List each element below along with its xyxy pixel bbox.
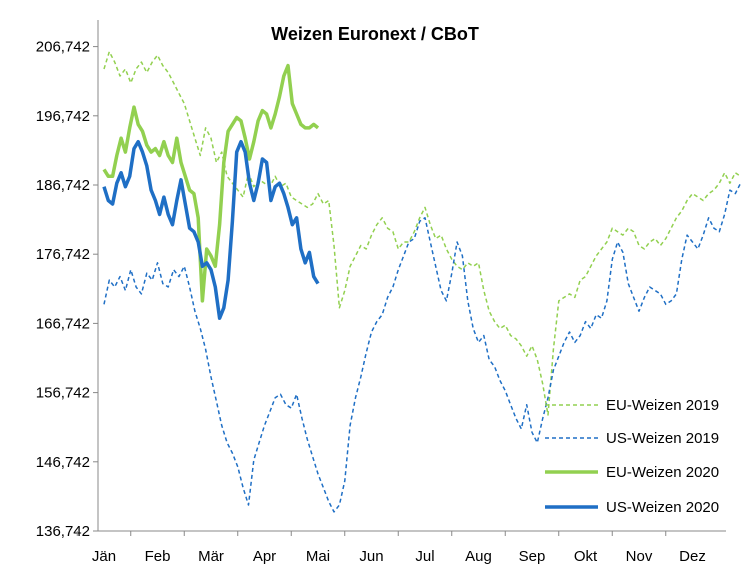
- y-tick-label: 196,742: [36, 108, 90, 125]
- y-tick-label: 136,742: [36, 523, 90, 540]
- x-tick-label: Nov: [626, 548, 653, 565]
- legend-entry-2: US-Weizen 2019: [606, 430, 719, 447]
- x-tick-label: Jul: [415, 548, 434, 565]
- series-line-1: [103, 50, 742, 416]
- y-tick-label: 156,742: [36, 385, 90, 402]
- series-line-2: [103, 182, 742, 513]
- series-line-3: [102, 63, 320, 303]
- y-tick-label: 146,742: [36, 454, 90, 471]
- chart-title: Weizen Euronext / CBoT: [271, 24, 479, 44]
- x-tick-label: Mär: [198, 548, 224, 565]
- y-tick-label: 186,742: [36, 177, 90, 194]
- y-axis-ticks: 136,742 146,742 156,742 166,742 176,742 186,7…: [36, 39, 98, 540]
- series-layer: [102, 50, 742, 513]
- x-axis-ticks: Jän Feb Mär Apr Mai Jun Jul Aug Sep Okt Nov Dez: [76, 531, 706, 565]
- y-tick-label: 206,742: [36, 39, 90, 56]
- y-tick-label: 166,742: [36, 315, 90, 332]
- x-tick-label: Dez: [679, 548, 706, 565]
- x-tick-label: Apr: [253, 548, 276, 565]
- series-line-4: [102, 139, 320, 320]
- x-tick-label: Mai: [306, 548, 330, 565]
- legend: EU-Weizen 2019 US-Weizen 2019 EU-Weizen 20…: [545, 397, 719, 516]
- x-tick-label: Aug: [465, 548, 492, 565]
- legend-entry-4: US-Weizen 2020: [606, 499, 719, 516]
- x-tick-label: Jun: [359, 548, 383, 565]
- y-tick-label: 176,742: [36, 246, 90, 263]
- legend-entry-3: EU-Weizen 2020: [606, 464, 719, 481]
- x-tick-label: Feb: [145, 548, 171, 565]
- x-tick-label: Okt: [574, 548, 598, 565]
- x-tick-label: Sep: [519, 548, 546, 565]
- x-tick-label: Jän: [92, 548, 116, 565]
- legend-entry-1: EU-Weizen 2019: [606, 397, 719, 414]
